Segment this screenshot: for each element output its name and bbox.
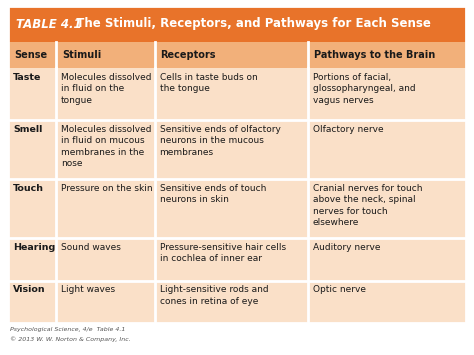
Text: Molecules dissolved
in fluid on mucous
membranes in the
nose: Molecules dissolved in fluid on mucous m…	[61, 125, 152, 168]
Text: Smell: Smell	[13, 125, 42, 133]
Text: Light waves: Light waves	[61, 285, 115, 295]
Bar	[8, 238, 466, 280]
Text: Pressure-sensitive hair cells
in cochlea of inner ear: Pressure-sensitive hair cells in cochlea…	[160, 243, 286, 263]
Bar	[8, 179, 466, 238]
Text: The Stimuli, Receptors, and Pathways for Each Sense: The Stimuli, Receptors, and Pathways for…	[68, 17, 431, 31]
Text: Cranial nerves for touch
above the neck, spinal
nerves for touch
elsewhere: Cranial nerves for touch above the neck,…	[313, 184, 422, 227]
Bar	[8, 42, 466, 68]
Text: Auditory nerve: Auditory nerve	[313, 243, 381, 252]
Text: Pathways to the Brain: Pathways to the Brain	[314, 50, 435, 60]
Text: Taste: Taste	[13, 73, 41, 82]
Text: Sensitive ends of touch
neurons in skin: Sensitive ends of touch neurons in skin	[160, 184, 266, 204]
Text: Sense: Sense	[14, 50, 47, 60]
Text: Light-sensitive rods and
cones in retina of eye: Light-sensitive rods and cones in retina…	[160, 285, 268, 306]
Text: Cells in taste buds on
the tongue: Cells in taste buds on the tongue	[160, 73, 257, 93]
Bar	[8, 6, 466, 323]
Text: Sensitive ends of olfactory
neurons in the mucous
membranes: Sensitive ends of olfactory neurons in t…	[160, 125, 281, 157]
Text: Sound waves: Sound waves	[61, 243, 121, 252]
Text: Hearing: Hearing	[13, 243, 55, 252]
Text: TABLE 4.1: TABLE 4.1	[16, 17, 82, 31]
Bar	[8, 6, 466, 42]
Text: © 2013 W. W. Norton & Company, Inc.: © 2013 W. W. Norton & Company, Inc.	[10, 336, 131, 342]
Text: Molecules dissolved
in fluid on the
tongue: Molecules dissolved in fluid on the tong…	[61, 73, 152, 105]
Text: Vision: Vision	[13, 285, 46, 295]
Text: Receptors: Receptors	[161, 50, 216, 60]
Text: Pressure on the skin: Pressure on the skin	[61, 184, 153, 193]
Text: Psychological Science, 4/e  Table 4.1: Psychological Science, 4/e Table 4.1	[10, 327, 126, 332]
Text: Olfactory nerve: Olfactory nerve	[313, 125, 383, 133]
Text: Optic nerve: Optic nerve	[313, 285, 366, 295]
Bar	[8, 280, 466, 323]
Text: Portions of facial,
glossopharyngeal, and
vagus nerves: Portions of facial, glossopharyngeal, an…	[313, 73, 416, 105]
Text: Stimuli: Stimuli	[62, 50, 101, 60]
Bar	[8, 68, 466, 120]
Text: Touch: Touch	[13, 184, 44, 193]
Bar	[8, 120, 466, 179]
